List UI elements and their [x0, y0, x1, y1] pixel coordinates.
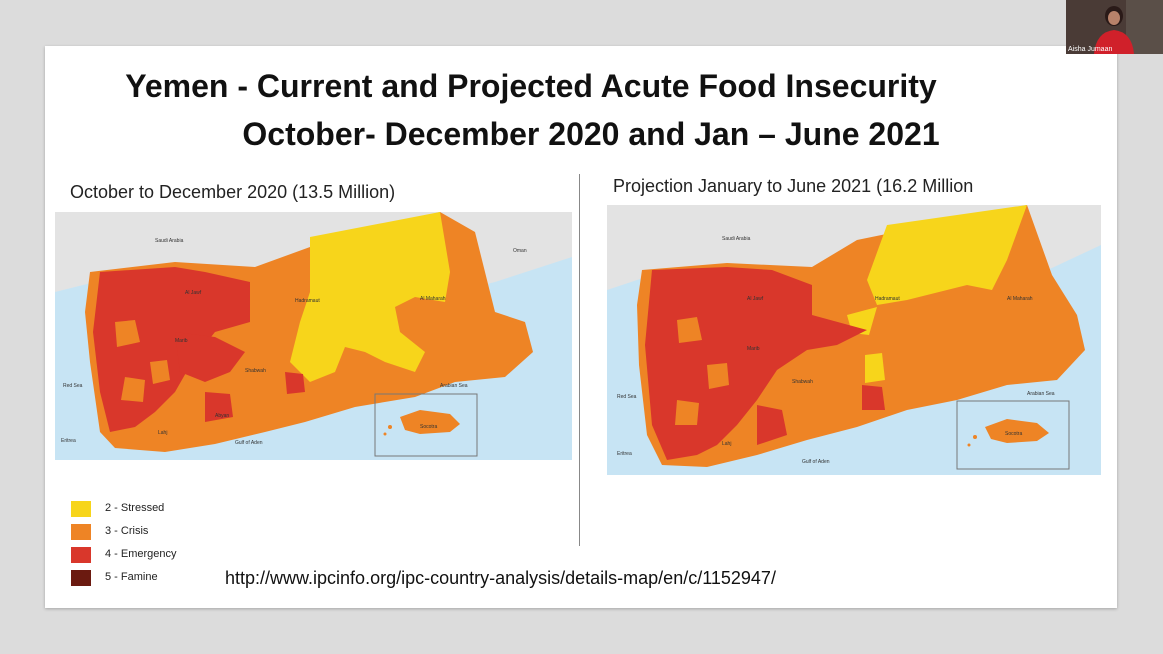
left-map-heading: October to December 2020 (13.5 Million)	[70, 182, 396, 202]
label-arabian-sea: Arabian Sea	[440, 383, 468, 389]
label-saudi-arabia: Saudi Arabia	[155, 238, 184, 244]
legend-label: 2 - Stressed	[105, 502, 165, 514]
presentation-slide: Yemen - Current and Projected Acute Food…	[45, 46, 1117, 608]
legend-label: 4 - Emergency	[105, 548, 177, 560]
label-lahj: Lahj	[158, 430, 167, 436]
legend-swatch	[71, 524, 91, 540]
label-shabwah: Shabwah	[245, 368, 266, 374]
slide-title-line2: October- December 2020 and Jan – June 20…	[242, 116, 940, 152]
map-current-2020: Saudi Arabia Oman Hadramaut Al Maharah S…	[55, 212, 572, 460]
source-url[interactable]: http://www.ipcinfo.org/ipc-country-analy…	[225, 568, 776, 588]
label-al-maharah: Al Maharah	[420, 296, 446, 302]
label-red-sea-2: Red Sea	[617, 394, 637, 400]
legend-swatch	[71, 501, 91, 517]
label-marib-2: Marib	[747, 346, 760, 352]
map-projection-2021: Saudi Arabia Hadramaut Al Maharah Shabwa…	[607, 205, 1101, 475]
label-abyan: Abyan	[215, 413, 229, 419]
label-oman: Oman	[513, 248, 527, 254]
legend-label: 3 - Crisis	[105, 525, 149, 537]
label-shabwah-2: Shabwah	[792, 379, 813, 385]
label-lahj-2: Lahj	[722, 441, 731, 447]
right-map-heading: Projection January to June 2021 (16.2 Mi…	[613, 176, 974, 196]
label-hadramaut: Hadramaut	[295, 298, 320, 304]
label-gulf-of-aden: Gulf of Aden	[235, 440, 263, 446]
participant-name: Aisha Jumaan	[1068, 46, 1113, 53]
slide-title-line1: Yemen - Current and Projected Acute Food…	[125, 68, 937, 104]
label-eritrea-2: Eritrea	[617, 451, 632, 457]
label-eritrea: Eritrea	[61, 438, 76, 444]
label-socotra: Socotra	[420, 424, 437, 430]
legend-swatch	[71, 547, 91, 563]
label-arabian-sea-2: Arabian Sea	[1027, 391, 1055, 397]
column-divider	[579, 174, 580, 546]
label-saudi-arabia-2: Saudi Arabia	[722, 236, 751, 242]
label-gulf-of-aden-2: Gulf of Aden	[802, 459, 830, 465]
label-al-maharah-2: Al Maharah	[1007, 296, 1033, 302]
label-al-jawf: Al Jawf	[185, 290, 202, 296]
legend-label: 5 - Famine	[105, 571, 158, 583]
legend-swatch	[71, 570, 91, 586]
label-socotra-2: Socotra	[1005, 431, 1022, 437]
label-red-sea: Red Sea	[63, 383, 83, 389]
label-marib: Marib	[175, 338, 188, 344]
participant-video	[1066, 0, 1163, 54]
label-hadramaut-2: Hadramaut	[875, 296, 900, 302]
label-al-jawf-2: Al Jawf	[747, 296, 764, 302]
webcam-thumbnail[interactable]: Aisha Jumaan	[1066, 0, 1163, 54]
